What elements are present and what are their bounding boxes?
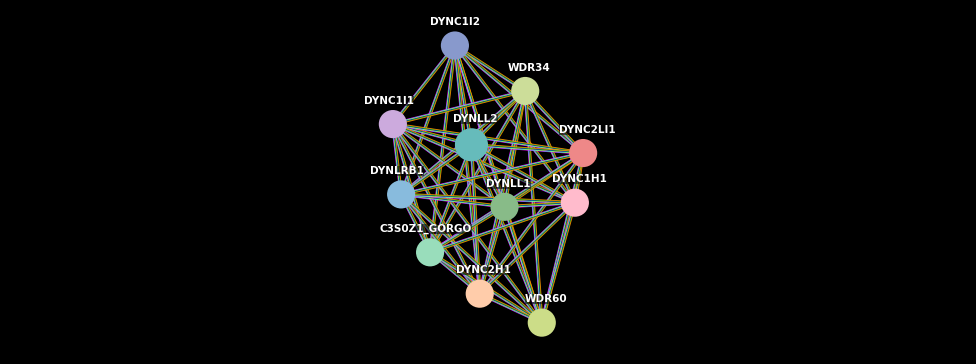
Circle shape bbox=[417, 239, 443, 266]
Circle shape bbox=[512, 78, 539, 104]
Text: WDR60: WDR60 bbox=[524, 294, 567, 304]
Circle shape bbox=[491, 194, 518, 220]
Text: DYNLL2: DYNLL2 bbox=[453, 114, 498, 124]
Text: C3S0Z1_GORGO: C3S0Z1_GORGO bbox=[380, 224, 472, 234]
Text: DYNC2H1: DYNC2H1 bbox=[457, 265, 511, 276]
Text: DYNC1H1: DYNC1H1 bbox=[551, 174, 606, 185]
Circle shape bbox=[456, 129, 487, 161]
Circle shape bbox=[442, 32, 468, 59]
Text: DYNC1I2: DYNC1I2 bbox=[429, 17, 480, 27]
Text: DYNLL1: DYNLL1 bbox=[486, 179, 531, 189]
Circle shape bbox=[570, 140, 596, 166]
Text: WDR34: WDR34 bbox=[508, 63, 550, 73]
Circle shape bbox=[387, 181, 415, 207]
Circle shape bbox=[380, 111, 406, 137]
Circle shape bbox=[467, 280, 493, 307]
Text: DYNC2LI1: DYNC2LI1 bbox=[559, 125, 616, 135]
Circle shape bbox=[561, 189, 589, 216]
Text: DYNC1I1: DYNC1I1 bbox=[364, 96, 414, 106]
Text: DYNLRB1: DYNLRB1 bbox=[370, 166, 424, 176]
Circle shape bbox=[529, 309, 555, 336]
